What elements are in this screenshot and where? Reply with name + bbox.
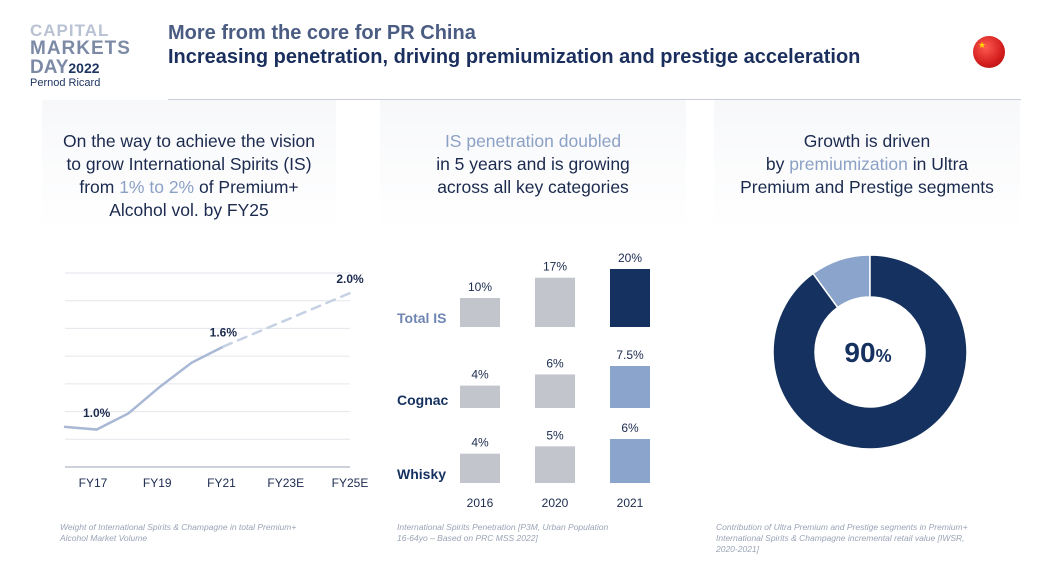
bar-value-label: 20% bbox=[618, 251, 642, 265]
panel3-heading: Growth is driven by premiumization in Ul… bbox=[714, 100, 1020, 230]
bar-cognac bbox=[610, 366, 650, 408]
logo-year: 2022 bbox=[68, 60, 100, 76]
line-x-tick-label: FY17 bbox=[79, 476, 108, 490]
premiumization-donut-chart: 90% bbox=[772, 254, 968, 450]
bar-x-tick-label: 2016 bbox=[467, 496, 494, 510]
line-point-label: 1.0% bbox=[83, 406, 111, 420]
bar-total-is bbox=[535, 277, 575, 327]
page-subtitle: Increasing penetration, driving premiumi… bbox=[168, 46, 861, 68]
donut-center-label: 90% bbox=[844, 337, 891, 368]
panel3-heading-line2: by premiumization in Ultra bbox=[714, 153, 1020, 176]
bar-cognac bbox=[460, 385, 500, 408]
event-logo: CAPITAL MARKETS DAY2022 Pernod Ricard bbox=[30, 22, 155, 89]
panel1-footnote: Weight of International Spirits & Champa… bbox=[60, 522, 296, 544]
bar-cognac bbox=[535, 374, 575, 408]
bar-group-label: Total IS bbox=[397, 310, 447, 326]
line-x-tick-label: FY25E bbox=[332, 476, 369, 490]
panel2-footnote: International Spirits Penetration [P3M, … bbox=[397, 522, 608, 544]
logo-line-capital: CAPITAL bbox=[30, 21, 110, 40]
bar-value-label: 6% bbox=[621, 421, 639, 435]
panel2-footnote-line2: 16-64yo – Based on PRC MSS 2022] bbox=[397, 533, 538, 543]
bar-group-label: Whisky bbox=[397, 466, 446, 482]
line-x-tick-label: FY23E bbox=[267, 476, 304, 490]
line-point-label: 1.6% bbox=[210, 326, 238, 340]
bar-value-label: 6% bbox=[546, 356, 564, 370]
logo-company: Pernod Ricard bbox=[30, 77, 101, 89]
panel1-heading: On the way to achieve the vision to grow… bbox=[42, 100, 336, 230]
line-point-label: 2.0% bbox=[336, 272, 364, 286]
logo-line-markets: MARKETS bbox=[30, 38, 131, 59]
panel3-heading-line2-b: in Ultra bbox=[907, 154, 969, 174]
bar-value-label: 4% bbox=[471, 368, 489, 382]
panel1-heading-line4: Alcohol vol. by FY25 bbox=[109, 200, 269, 220]
bar-value-label: 7.5% bbox=[616, 348, 644, 362]
bar-x-tick-label: 2021 bbox=[617, 496, 644, 510]
panel2-heading-line3: across all key categories bbox=[437, 177, 629, 197]
panel3-heading-line1: Growth is driven bbox=[803, 131, 931, 151]
panel3-heading-line3: Premium and Prestige segments bbox=[740, 177, 994, 197]
panel1-heading-line3-b: of Premium+ bbox=[194, 177, 299, 197]
panel3-heading-line2-a: by bbox=[765, 154, 790, 174]
logo-day: DAY bbox=[30, 57, 69, 78]
line-series-target bbox=[222, 291, 352, 348]
bar-total-is bbox=[610, 269, 650, 327]
panel1-heading-line1: On the way to achieve the vision bbox=[63, 131, 315, 151]
panel3-footnote-line1: Contribution of Ultra Premium and Presti… bbox=[716, 522, 968, 532]
panel2-footnote-line1: International Spirits Penetration [P3M, … bbox=[397, 522, 609, 532]
bar-value-label: 10% bbox=[468, 280, 492, 294]
panel3-heading-highlight: premiumization bbox=[789, 154, 908, 174]
donut-slice bbox=[772, 254, 968, 450]
panel1-heading-line3-a: from bbox=[79, 177, 120, 197]
panel1-footnote-line1: Weight of International Spirits & Champa… bbox=[60, 522, 297, 532]
page-title: More from the core for PR China bbox=[168, 22, 476, 44]
bar-whisky bbox=[535, 446, 575, 483]
panel2-heading: IS penetration doubled in 5 years and is… bbox=[380, 100, 686, 230]
bar-x-tick-label: 2020 bbox=[542, 496, 569, 510]
panel2-heading-line1: IS penetration doubled bbox=[444, 131, 622, 151]
china-flag-icon: ★ bbox=[973, 36, 1005, 68]
panel3-footnote-line2: International Spirits & Champagne increm… bbox=[716, 533, 965, 543]
bar-value-label: 5% bbox=[546, 428, 564, 442]
bar-value-label: 4% bbox=[471, 436, 489, 450]
donut-center-suffix: % bbox=[876, 346, 892, 366]
is-weight-line-chart: 1.0% 1.6% 2.0% FY17 FY19 FY21 FY23E FY25E bbox=[63, 272, 369, 490]
bar-value-label: 17% bbox=[543, 260, 567, 274]
panel2-heading-line2: in 5 years and is growing bbox=[436, 154, 630, 174]
panel1-footnote-line2: Alcohol Market Volume bbox=[60, 533, 148, 543]
panel3-footnote-line3: 2020-2021] bbox=[716, 544, 760, 554]
bar-total-is bbox=[460, 298, 500, 327]
panel1-heading-line2: to grow International Spirits (IS) bbox=[66, 154, 312, 174]
line-x-tick-label: FY19 bbox=[143, 476, 172, 490]
header-divider bbox=[168, 99, 1021, 100]
bar-whisky bbox=[460, 453, 500, 483]
bar-group-label: Cognac bbox=[397, 392, 449, 408]
logo-line-day: DAY2022 bbox=[30, 58, 155, 77]
panel1-heading-line3: from 1% to 2% of Premium+ bbox=[42, 176, 336, 199]
line-series-actual bbox=[63, 345, 225, 431]
panel1-heading-highlight: 1% to 2% bbox=[119, 177, 195, 197]
flag-star-icon: ★ bbox=[978, 40, 987, 50]
is-penetration-bar-chart: Total IS 10% 17% 20% Cognac 4% 6% 7.5% Whisky 4% 5… bbox=[397, 251, 650, 510]
panel3-footnote: Contribution of Ultra Premium and Presti… bbox=[716, 522, 968, 555]
line-x-tick-label: FY21 bbox=[207, 476, 236, 490]
bar-whisky bbox=[610, 439, 650, 483]
